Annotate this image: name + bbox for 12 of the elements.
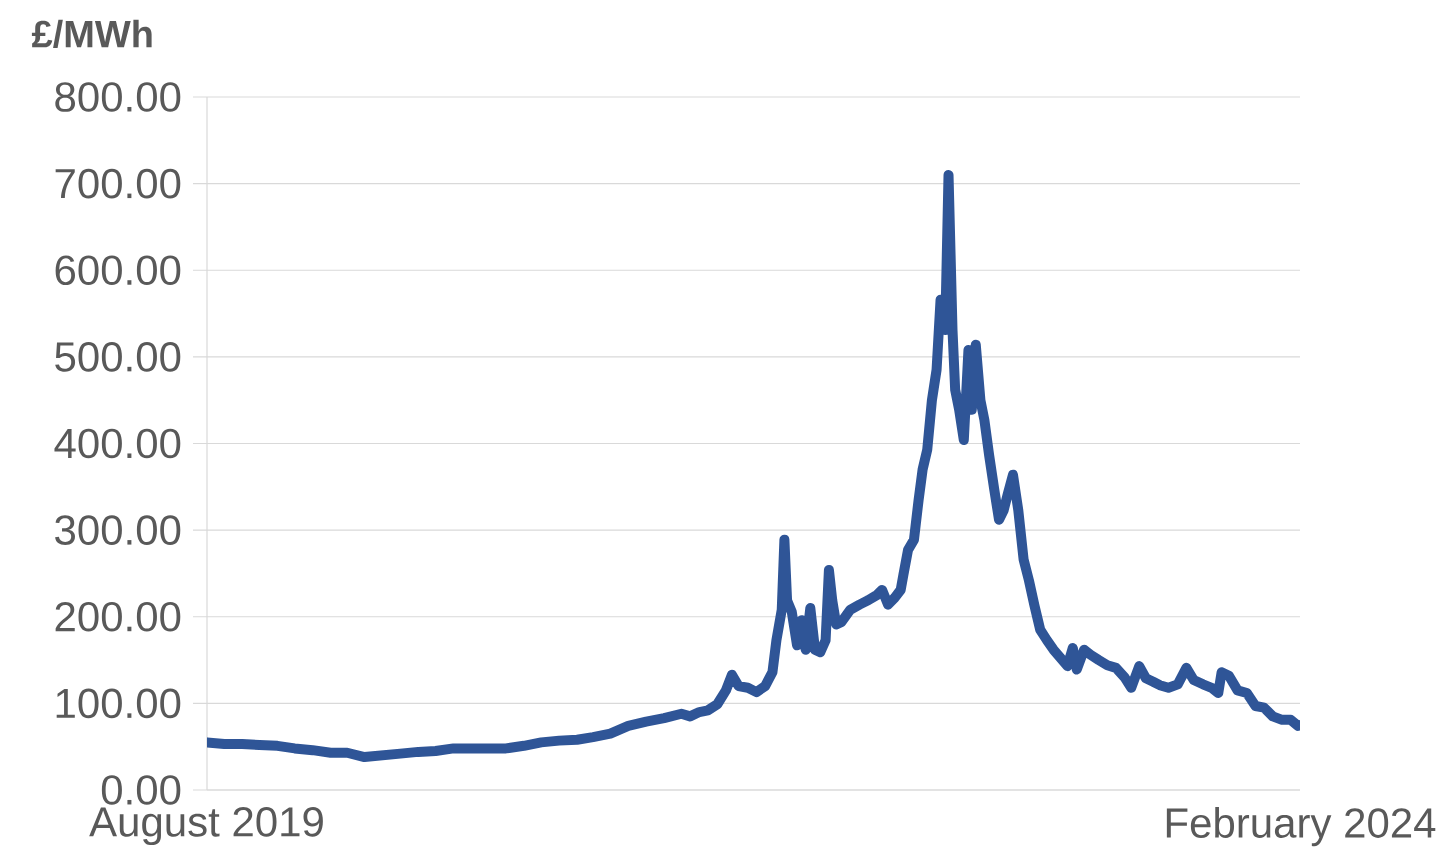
y-tick-label: 200.00 (55, 601, 181, 632)
y-tick-label: 500.00 (55, 342, 181, 372)
y-tick-label: 600.00 (55, 255, 181, 286)
y-tick-label: 800.00 (55, 82, 181, 112)
y-tick-label: 700.00 (55, 168, 181, 199)
y-tick-label: 300.00 (55, 515, 181, 545)
y-axis-title: £/MWh (31, 19, 152, 48)
y-tick-label: 0.00 (101, 775, 181, 805)
y-tick-label: 400.00 (54, 428, 181, 459)
y-tick-label: 100.00 (56, 688, 181, 719)
x-tick-label: February 2024 (1166, 807, 1436, 847)
x-tick-label: August 2019 (89, 807, 323, 846)
